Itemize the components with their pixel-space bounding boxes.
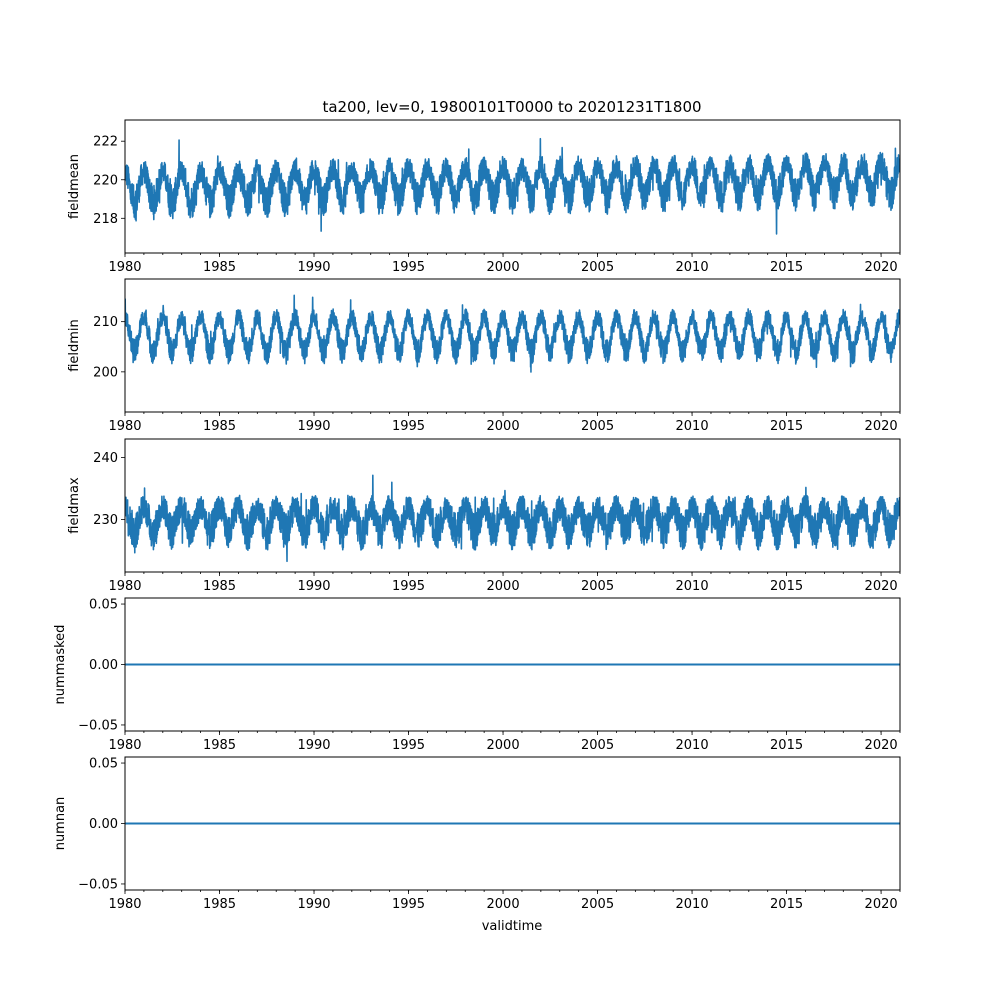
y-tick-label: 230 xyxy=(93,513,118,528)
x-tick-label: 2015 xyxy=(770,419,803,434)
x-tick-label: 1995 xyxy=(392,579,425,594)
x-tick-label: 2015 xyxy=(770,897,803,912)
x-tick-label: 1990 xyxy=(297,738,330,753)
x-tick-label: 2015 xyxy=(770,579,803,594)
x-tick-label: 1985 xyxy=(203,579,236,594)
x-tick-label: 2020 xyxy=(865,579,898,594)
x-tick-label: 2010 xyxy=(676,738,709,753)
x-tick-label: 2005 xyxy=(581,579,614,594)
x-tick-label: 2005 xyxy=(581,260,614,275)
y-tick-label: −0.05 xyxy=(78,718,118,733)
panel-fieldmin: 1980 1985 1990 1995 2000 2005 2010 2015 2020 200 2… xyxy=(67,278,901,434)
x-tick-label: 1985 xyxy=(203,260,236,275)
panel-fieldmax: 1980 1985 1990 1995 2000 2005 2010 2015 2020 230 2… xyxy=(67,438,901,594)
x-tick-label: 1980 xyxy=(108,260,141,275)
y-axis-label: nummasked xyxy=(53,625,68,705)
x-tick-label: 2010 xyxy=(676,260,709,275)
x-tick-label: 1980 xyxy=(108,738,141,753)
x-tick-label: 1990 xyxy=(297,419,330,434)
y-tick-label: −0.05 xyxy=(78,877,118,892)
panel-nummasked: 1980 1985 1990 1995 2000 2005 2010 2015 2020 −0.0… xyxy=(53,597,901,753)
x-axis-label: validtime xyxy=(482,919,543,934)
x-tick-label: 1995 xyxy=(392,260,425,275)
y-tick-label: 240 xyxy=(93,451,118,466)
series-line-fieldmax xyxy=(125,474,900,563)
x-tick-label: 2010 xyxy=(676,897,709,912)
y-tick-label: 0.05 xyxy=(89,757,118,772)
y-tick-label: 0.05 xyxy=(89,598,118,613)
x-tick-label: 1985 xyxy=(203,738,236,753)
x-tick-label: 1985 xyxy=(203,419,236,434)
panel-fieldmean: 1980 1985 1990 1995 2000 2005 2010 2015 2020 218 2… xyxy=(67,119,901,275)
x-tick-label: 2000 xyxy=(487,579,520,594)
panel-numnan: 1980 1985 1990 1995 2000 2005 2010 2015 2020 −0.0… xyxy=(53,756,901,912)
x-tick-label: 1990 xyxy=(297,260,330,275)
x-tick-label: 2020 xyxy=(865,260,898,275)
x-tick-label: 2020 xyxy=(865,897,898,912)
x-tick-label: 2020 xyxy=(865,419,898,434)
y-tick-label: 200 xyxy=(93,365,118,380)
axes-frame xyxy=(124,119,901,254)
y-tick-label: 0.00 xyxy=(89,817,118,832)
x-tick-label: 1985 xyxy=(203,897,236,912)
x-tick-label: 2015 xyxy=(770,260,803,275)
x-tick-label: 1980 xyxy=(108,579,141,594)
chart-title: ta200, lev=0, 19800101T0000 to 20201231T… xyxy=(322,98,701,116)
y-tick-label: 218 xyxy=(93,212,118,227)
x-tick-label: 2010 xyxy=(676,419,709,434)
x-tick-label: 2005 xyxy=(581,419,614,434)
series-line-fieldmean xyxy=(125,137,900,235)
y-tick-label: 222 xyxy=(93,135,118,150)
x-tick-label: 2000 xyxy=(487,897,520,912)
y-tick-label: 220 xyxy=(93,173,118,188)
x-tick-label: 2000 xyxy=(487,260,520,275)
y-axis-label: numnan xyxy=(53,797,68,851)
y-axis-label: fieldmin xyxy=(67,319,82,372)
x-tick-label: 2010 xyxy=(676,579,709,594)
x-tick-label: 1995 xyxy=(392,419,425,434)
x-tick-label: 2015 xyxy=(770,738,803,753)
x-tick-label: 1990 xyxy=(297,579,330,594)
x-tick-label: 1995 xyxy=(392,897,425,912)
x-tick-label: 2000 xyxy=(487,738,520,753)
y-tick-label: 210 xyxy=(93,315,118,330)
x-tick-label: 2005 xyxy=(581,897,614,912)
panels: 1980 1985 1990 1995 2000 2005 2010 2015 2020 218 2… xyxy=(53,119,901,912)
x-tick-label: 1980 xyxy=(108,897,141,912)
x-tick-label: 1980 xyxy=(108,419,141,434)
y-tick-label: 0.00 xyxy=(89,658,118,673)
x-tick-label: 1990 xyxy=(297,897,330,912)
y-axis-label: fieldmax xyxy=(67,477,82,534)
x-tick-label: 2020 xyxy=(865,738,898,753)
x-tick-label: 2000 xyxy=(487,419,520,434)
x-tick-label: 2005 xyxy=(581,738,614,753)
axes-frame xyxy=(124,438,901,573)
y-axis-label: fieldmean xyxy=(67,154,82,219)
x-tick-label: 1995 xyxy=(392,738,425,753)
series-line-fieldmin xyxy=(125,294,900,373)
axes-frame xyxy=(124,278,901,413)
